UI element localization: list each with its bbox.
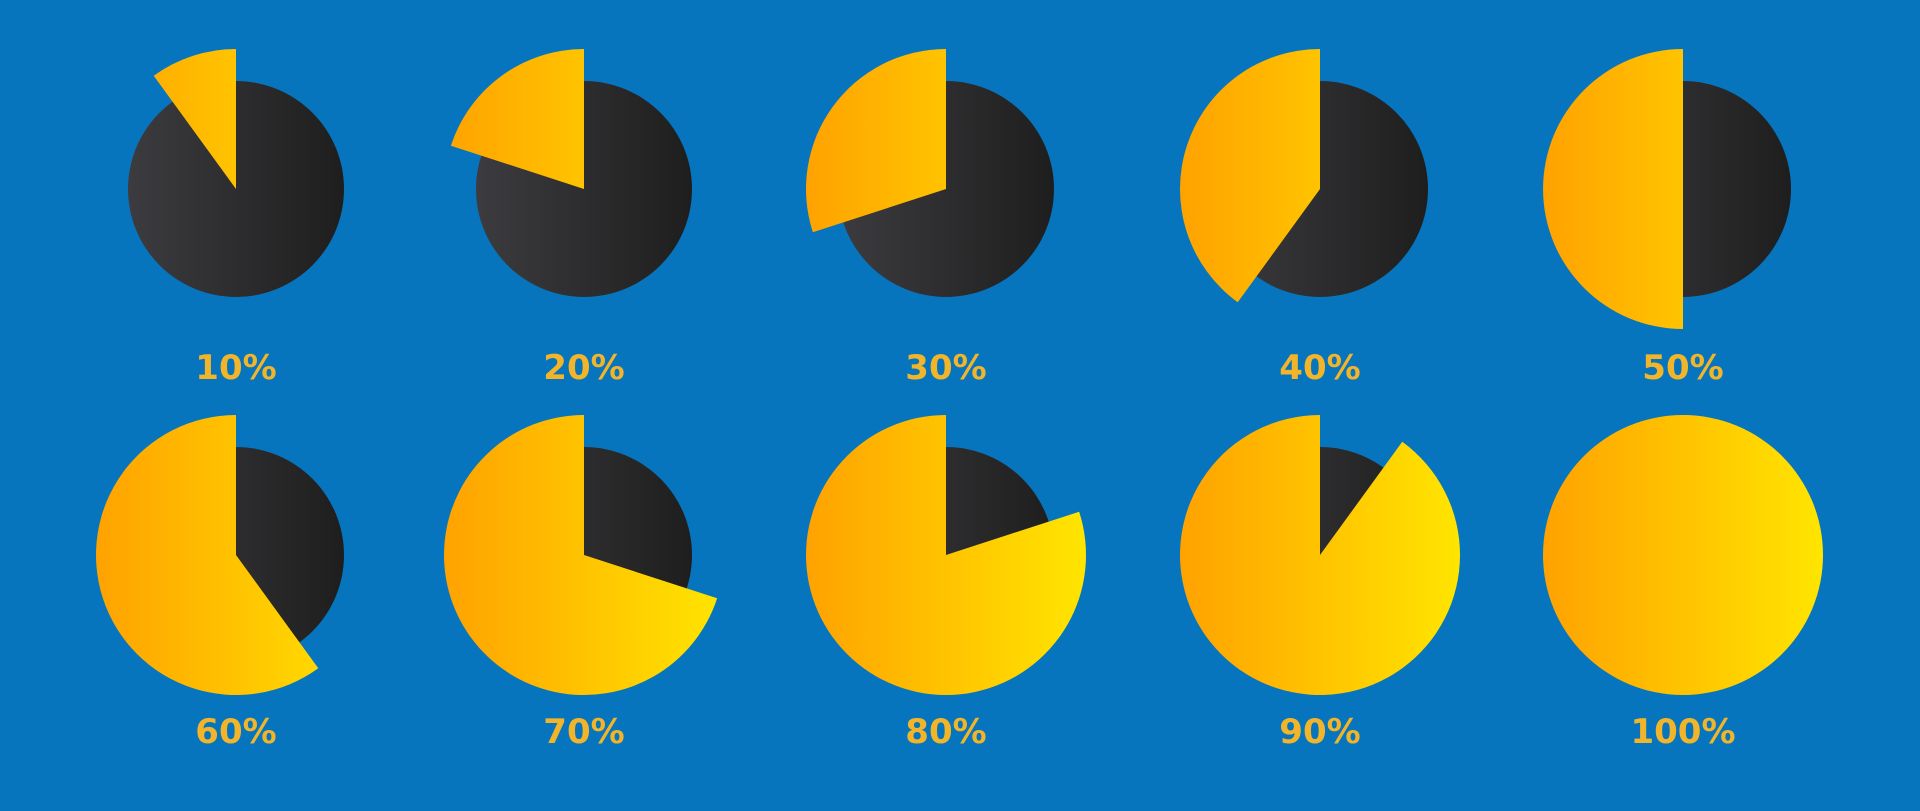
pie-chart-70: 70% <box>444 415 718 752</box>
pie-value-slice <box>1180 49 1320 303</box>
pie-chart-80: 80% <box>806 415 1087 752</box>
pie-percentage-label: 90% <box>1279 712 1360 752</box>
pie-percentage-label: 100% <box>1630 712 1735 752</box>
pie-value-slice <box>1543 49 1683 329</box>
pie-chart-10: 10% <box>128 49 344 388</box>
pie-value-slice <box>450 49 584 189</box>
pie-chart-90: 90% <box>1179 415 1460 752</box>
pie-value-slice <box>95 415 319 695</box>
pie-value-slice <box>805 49 946 233</box>
pie-value-slice <box>1179 415 1460 695</box>
pie-percentage-label: 40% <box>1279 348 1360 388</box>
pie-chart-20: 20% <box>450 49 692 388</box>
pie-percentage-label: 80% <box>905 712 986 752</box>
pie-percentage-label: 10% <box>195 348 276 388</box>
pie-percentage-label: 20% <box>543 348 624 388</box>
pie-chart-40: 40% <box>1180 49 1428 388</box>
pie-chart-100: 100% <box>1543 415 1823 752</box>
pie-chart-30: 30% <box>805 49 1054 388</box>
pie-value-slice <box>806 415 1087 695</box>
pie-chart-60: 60% <box>95 415 344 752</box>
pie-percentage-label: 60% <box>195 712 276 752</box>
pie-percentage-label: 70% <box>543 712 624 752</box>
pie-value-slice <box>444 415 718 696</box>
pie-value-slice <box>1543 415 1823 695</box>
pie-percentage-label: 50% <box>1642 348 1723 388</box>
pie-chart-50: 50% <box>1543 49 1791 388</box>
pie-value-slice <box>153 49 236 189</box>
pie-percentage-label: 30% <box>905 348 986 388</box>
